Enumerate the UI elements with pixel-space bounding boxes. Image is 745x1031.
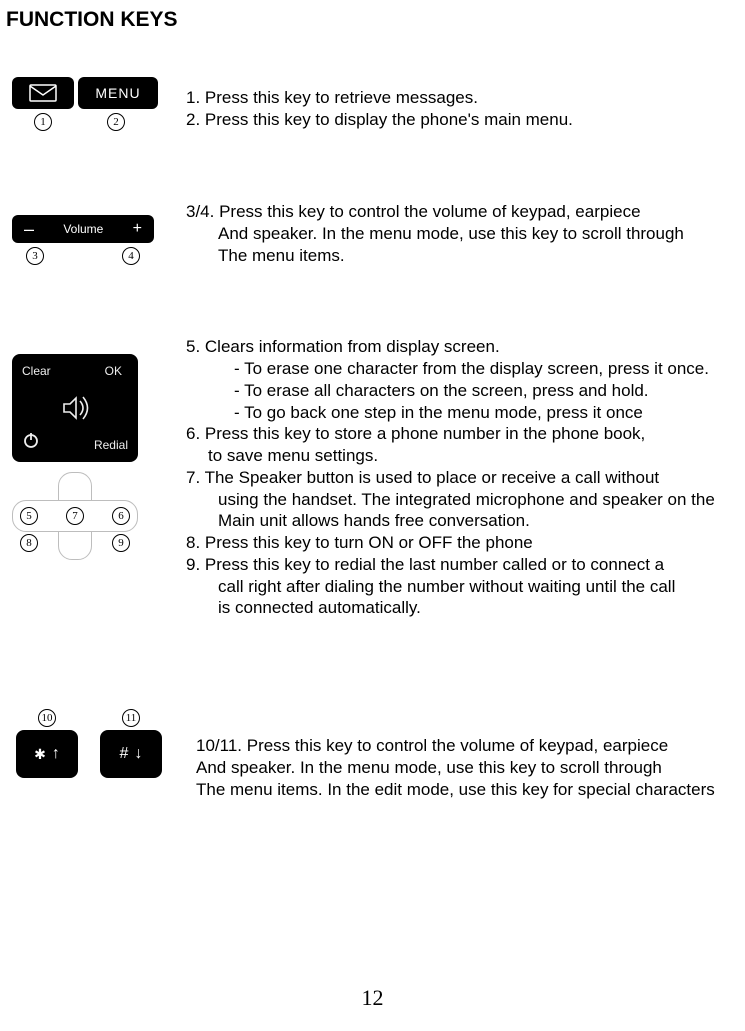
clear-label: Clear bbox=[22, 364, 51, 378]
text-line: The menu items. bbox=[186, 245, 739, 267]
text-line: 5. Clears information from display scree… bbox=[186, 336, 739, 358]
text-3: 5. Clears information from display scree… bbox=[186, 336, 739, 619]
text-line: Main unit allows hands free conversation… bbox=[186, 510, 739, 532]
text-line: 9. Press this key to redial the last num… bbox=[186, 554, 739, 576]
down-arrow-icon: ↓ bbox=[134, 745, 142, 763]
power-icon bbox=[22, 431, 40, 452]
section-2: – Volume + 3 4 3/4. Press this key to co… bbox=[6, 201, 739, 266]
text-line: 1. Press this key to retrieve messages. bbox=[186, 87, 739, 109]
label-1-icon: 1 bbox=[34, 113, 52, 131]
envelope-key-icon bbox=[12, 77, 74, 109]
volume-label: Volume bbox=[63, 222, 103, 236]
up-arrow-icon: ↑ bbox=[52, 745, 60, 763]
section-4: 10 ✱ ↑ 11 # ↓ 10/11. Press this key to c… bbox=[6, 709, 739, 800]
redial-label: Redial bbox=[94, 438, 128, 452]
text-line: 7. The Speaker button is used to place o… bbox=[186, 467, 739, 489]
text-line: - To erase one character from the displa… bbox=[186, 358, 739, 380]
label-3-icon: 3 bbox=[26, 247, 44, 265]
text-4: 10/11. Press this key to control the vol… bbox=[196, 709, 739, 800]
text-line: using the handset. The integrated microp… bbox=[186, 489, 739, 511]
label-8-icon: 8 bbox=[20, 534, 38, 552]
volume-key-icon: – Volume + bbox=[12, 215, 154, 243]
text-line: And speaker. In the menu mode, use this … bbox=[186, 223, 739, 245]
text-line: 2. Press this key to display the phone's… bbox=[186, 109, 739, 131]
ok-label: OK bbox=[105, 364, 122, 378]
text-line: And speaker. In the menu mode, use this … bbox=[196, 757, 739, 779]
hash-icon: # bbox=[120, 745, 129, 763]
label-11-icon: 11 bbox=[122, 709, 140, 727]
star-icon: ✱ bbox=[34, 746, 46, 763]
text-line: The menu items. In the edit mode, use th… bbox=[196, 779, 739, 801]
text-2: 3/4. Press this key to control the volum… bbox=[186, 201, 739, 266]
text-line: call right after dialing the number with… bbox=[186, 576, 739, 598]
page-title: FUNCTION KEYS bbox=[6, 8, 739, 32]
text-line: - To go back one step in the menu mode, … bbox=[186, 402, 739, 424]
label-4-icon: 4 bbox=[122, 247, 140, 265]
text-line: 10/11. Press this key to control the vol… bbox=[196, 735, 739, 757]
label-10-icon: 10 bbox=[38, 709, 56, 727]
star-up-key-icon: ✱ ↑ bbox=[16, 730, 78, 778]
diagram-1: MENU 1 2 bbox=[6, 77, 186, 131]
text-line: 6. Press this key to store a phone numbe… bbox=[186, 423, 739, 445]
diagram-3: Clear OK Redial 5 6 7 8 9 bbox=[6, 336, 186, 560]
diagram-2: – Volume + 3 4 bbox=[6, 201, 186, 265]
section-3: Clear OK Redial 5 6 7 8 9 bbox=[6, 336, 739, 619]
dpad-icon: 5 6 7 8 9 bbox=[12, 472, 138, 560]
text-1: 1. Press this key to retrieve messages. … bbox=[186, 77, 739, 131]
minus-icon: – bbox=[24, 219, 34, 240]
section-1: MENU 1 2 1. Press this key to retrieve m… bbox=[6, 77, 739, 131]
menu-key-icon: MENU bbox=[78, 77, 158, 109]
diagram-4: 10 ✱ ↑ 11 # ↓ bbox=[6, 709, 196, 778]
label-2-icon: 2 bbox=[107, 113, 125, 131]
keypad-icon: Clear OK Redial bbox=[12, 354, 138, 462]
text-line: to save menu settings. bbox=[186, 445, 739, 467]
text-line: is connected automatically. bbox=[186, 597, 739, 619]
label-9-icon: 9 bbox=[112, 534, 130, 552]
speaker-icon bbox=[56, 389, 94, 427]
text-line: - To erase all characters on the screen,… bbox=[186, 380, 739, 402]
text-line: 3/4. Press this key to control the volum… bbox=[186, 201, 739, 223]
hash-down-key-icon: # ↓ bbox=[100, 730, 162, 778]
plus-icon: + bbox=[133, 220, 142, 238]
page-number: 12 bbox=[0, 985, 745, 1011]
text-line: 8. Press this key to turn ON or OFF the … bbox=[186, 532, 739, 554]
